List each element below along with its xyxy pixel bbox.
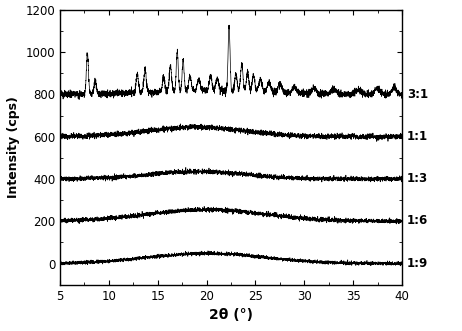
Text: 1:6: 1:6	[407, 214, 428, 227]
Y-axis label: Intensity (cps): Intensity (cps)	[7, 96, 20, 198]
Text: 3:1: 3:1	[407, 87, 428, 101]
X-axis label: 2θ (°): 2θ (°)	[209, 308, 253, 322]
Text: 1:9: 1:9	[407, 257, 428, 270]
Text: 1:1: 1:1	[407, 130, 428, 143]
Text: 1:3: 1:3	[407, 172, 428, 185]
